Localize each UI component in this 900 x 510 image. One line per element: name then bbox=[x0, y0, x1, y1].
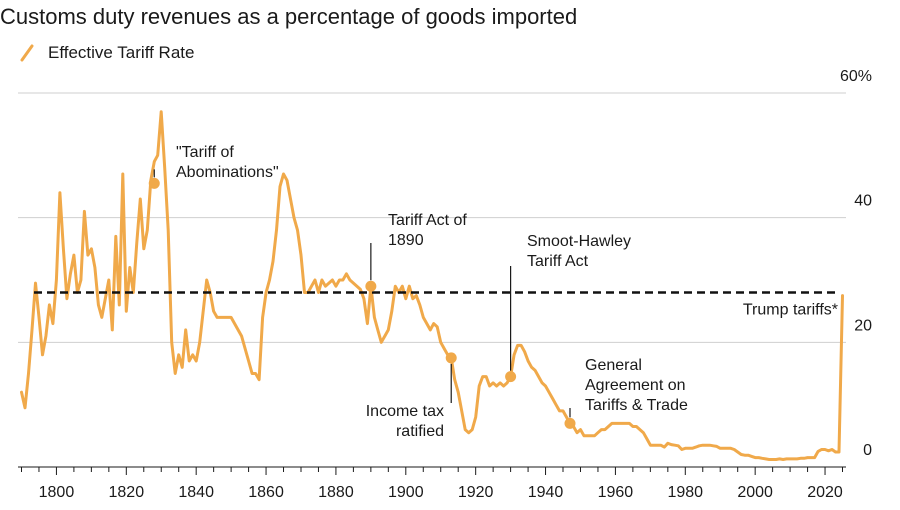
x-tick-label: 2020 bbox=[807, 484, 843, 501]
x-tick-label: 1920 bbox=[458, 484, 494, 501]
annotation-text: Smoot-Hawley bbox=[527, 233, 631, 250]
y-tick-label: 60% bbox=[840, 68, 872, 85]
annotation-marker bbox=[564, 417, 576, 429]
annotation-text: Tariffs & Trade bbox=[585, 397, 688, 414]
annotation-text: Agreement on bbox=[585, 377, 686, 394]
annotation-marker bbox=[445, 352, 457, 364]
annotation-text: General bbox=[585, 357, 642, 374]
annotation: Income tax ratified bbox=[366, 352, 457, 440]
x-tick-label: 1980 bbox=[667, 484, 703, 501]
gridlines bbox=[18, 92, 846, 343]
x-tick-label: 1900 bbox=[388, 484, 424, 501]
legend-swatch bbox=[20, 44, 34, 62]
chart-title: Customs duty revenues as a percentage of… bbox=[0, 4, 577, 29]
trump-tariffs-reference: Trump tariffs* bbox=[34, 291, 840, 318]
x-axis: 1800 1820 1840 1860 1880 1900 1920 1940 1960 1980… bbox=[18, 466, 846, 501]
annotation-marker bbox=[505, 371, 517, 383]
x-tick-label: 1960 bbox=[598, 484, 634, 501]
x-tick-label: 1840 bbox=[178, 484, 214, 501]
y-tick-label: 20 bbox=[854, 317, 872, 334]
annotation: General Agreement on Tariffs & Trade bbox=[564, 357, 688, 429]
annotation-marker bbox=[148, 177, 160, 189]
annotation-text: Tariff Act bbox=[527, 253, 589, 270]
annotation: Smoot-Hawley Tariff Act bbox=[505, 233, 631, 383]
x-tick-label: 1820 bbox=[109, 484, 145, 501]
y-tick-label: 40 bbox=[854, 193, 872, 210]
annotation-text: Abominations" bbox=[176, 164, 279, 181]
x-tick-label: 1880 bbox=[318, 484, 354, 501]
annotation-text: ratified bbox=[396, 423, 444, 440]
x-tick-label: 1800 bbox=[39, 484, 75, 501]
legend: Effective Tariff Rate bbox=[20, 43, 194, 62]
x-tick-label: 2000 bbox=[737, 484, 773, 501]
annotation-text: 1890 bbox=[388, 232, 424, 249]
series-line bbox=[20, 110, 844, 461]
annotation: "Tariff of Abominations" bbox=[148, 144, 279, 189]
annotations: "Tariff of Abominations" Tariff Act of 1890… bbox=[148, 144, 688, 440]
x-tick-label: 1940 bbox=[528, 484, 564, 501]
series-effective-tariff-rate bbox=[20, 110, 844, 461]
y-tick-label: 0 bbox=[863, 442, 872, 459]
y-axis: 60% 40 20 0 bbox=[840, 68, 872, 459]
annotation-text: Income tax bbox=[366, 403, 444, 420]
annotation: Tariff Act of 1890 bbox=[365, 212, 467, 292]
annotation-marker bbox=[365, 280, 377, 292]
reference-label: Trump tariffs* bbox=[743, 301, 838, 318]
annotation-text: Tariff Act of bbox=[388, 212, 467, 229]
annotation-text: "Tariff of bbox=[176, 144, 234, 161]
legend-label: Effective Tariff Rate bbox=[48, 43, 194, 62]
x-tick-label: 1860 bbox=[248, 484, 284, 501]
